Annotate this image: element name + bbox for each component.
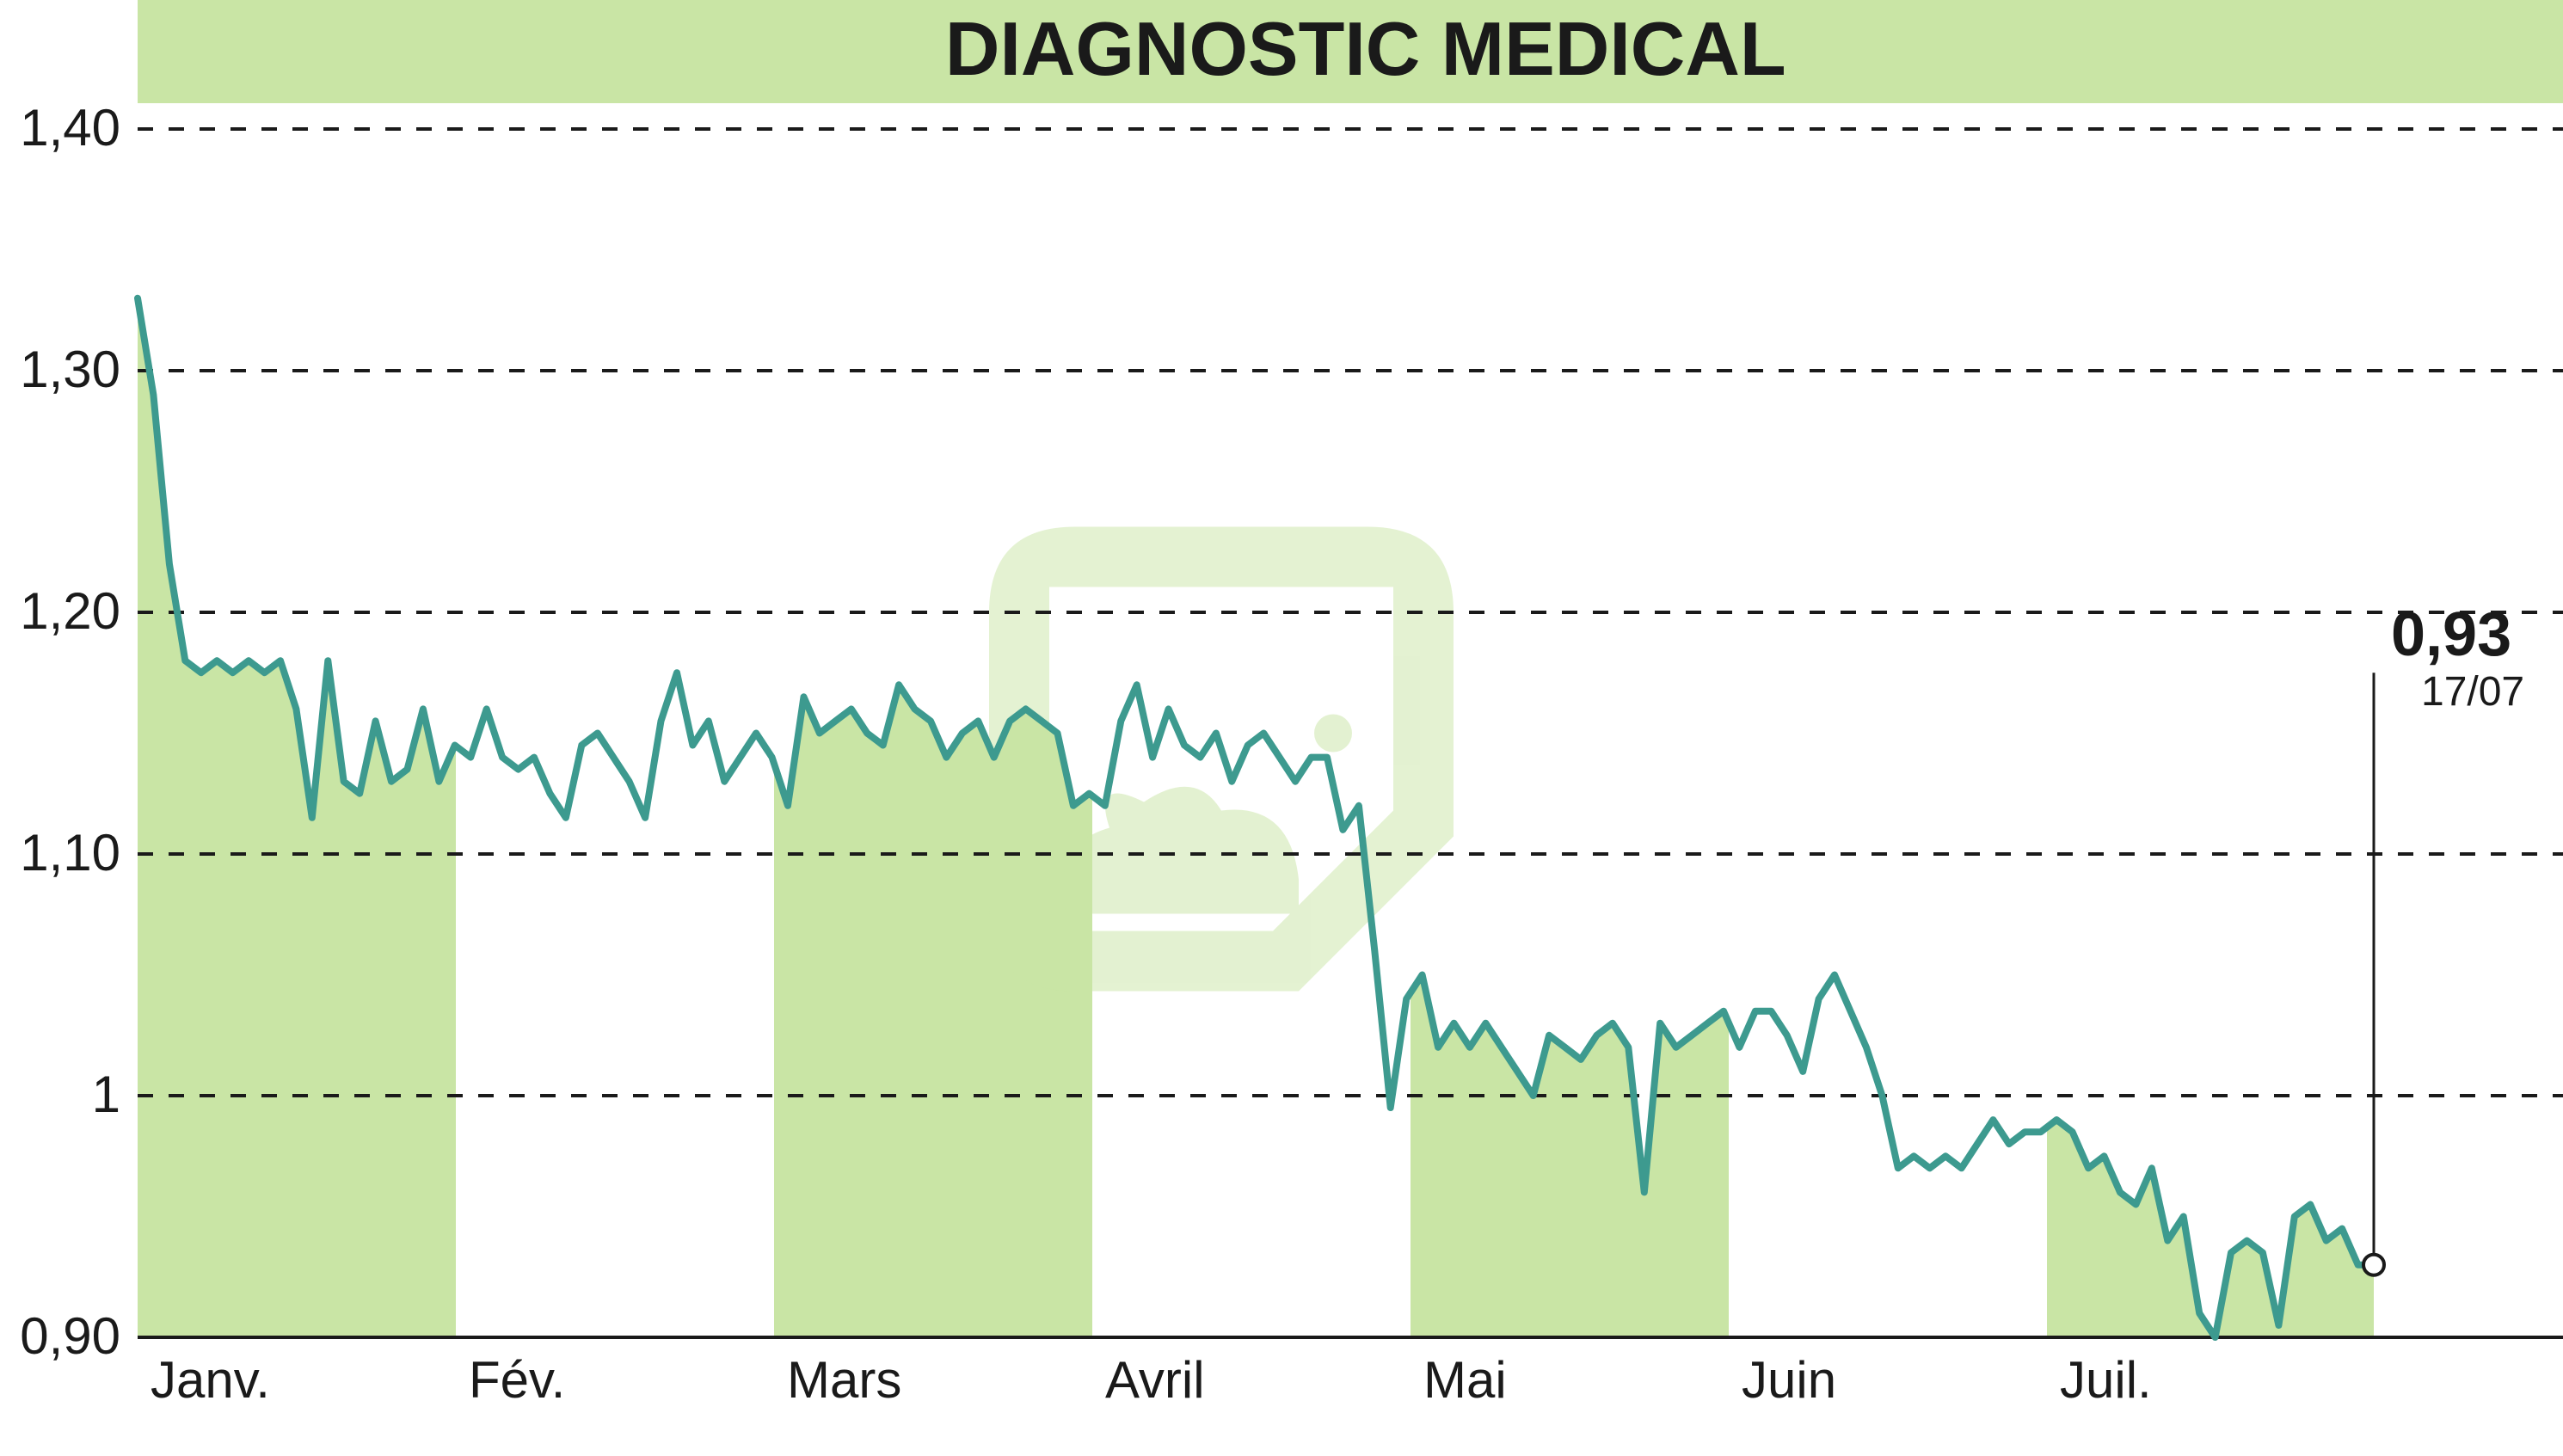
x-tick-label: Janv. [151, 1350, 270, 1410]
y-tick-label: 1 [0, 1065, 120, 1124]
y-tick-label: 1,10 [0, 823, 120, 882]
month-shade [138, 298, 456, 1337]
x-tick-label: Avril [1105, 1350, 1205, 1410]
x-tick-label: Juil. [2060, 1350, 2152, 1410]
x-tick-label: Mars [787, 1350, 901, 1410]
y-tick-label: 1,30 [0, 340, 120, 399]
x-tick-label: Juin [1742, 1350, 1836, 1410]
y-tick-label: 1,40 [0, 98, 120, 157]
y-tick-label: 0,90 [0, 1306, 120, 1366]
x-tick-label: Mai [1423, 1350, 1507, 1410]
chart-container: DIAGNOSTIC MEDICAL 0,90 1 1,10 1,20 1,30 1,40… [0, 0, 2563, 1456]
last-point-marker [2363, 1255, 2384, 1275]
month-shade [2047, 1120, 2374, 1337]
x-tick-label: Fév. [469, 1350, 565, 1410]
last-point-layer [2363, 673, 2384, 1275]
last-date-label: 17/07 [2421, 668, 2524, 716]
chart-title: DIAGNOSTIC MEDICAL [945, 5, 1786, 93]
last-value-label: 0,93 [2391, 599, 2511, 670]
y-tick-label: 1,20 [0, 581, 120, 641]
chart-svg [0, 0, 2563, 1456]
